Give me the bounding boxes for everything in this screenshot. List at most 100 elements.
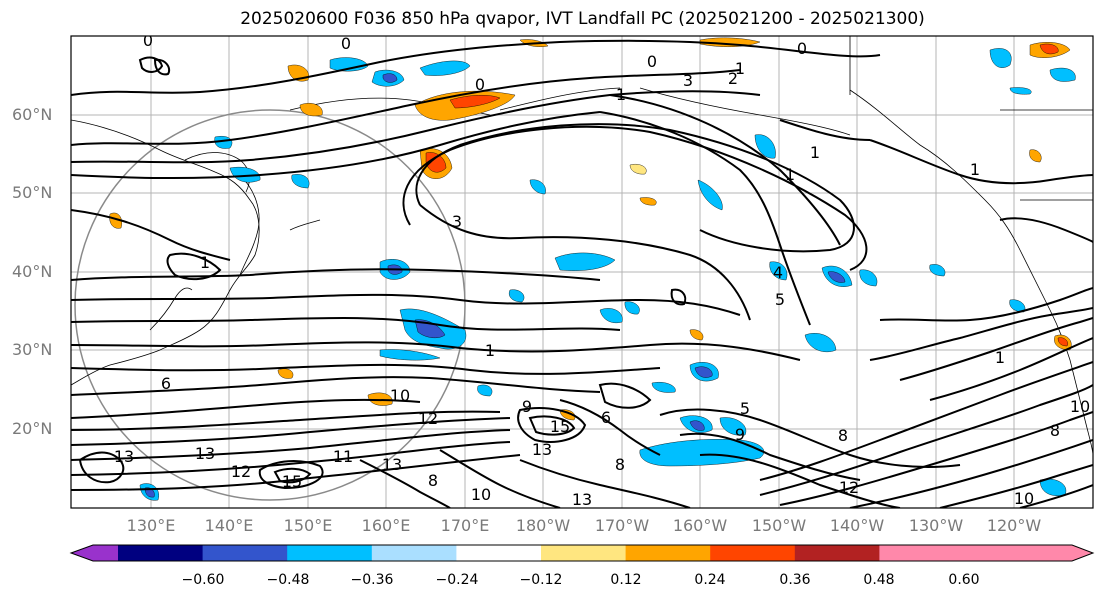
patch-neg (929, 264, 946, 277)
contour-label: 10 (471, 485, 491, 504)
contour-label: 0 (475, 75, 485, 94)
contour-label: 1 (485, 341, 495, 360)
ivt-contours (71, 39, 1093, 508)
patch-pos (1057, 337, 1068, 347)
contour-label: 1 (970, 160, 980, 179)
patch-neg (379, 349, 441, 361)
colorbar-tick: −0.60 (181, 572, 225, 588)
lat-label: 60°N (12, 105, 53, 124)
contour-label: 3 (683, 71, 693, 90)
contour-label: 8 (615, 455, 625, 474)
patch-pos (277, 368, 294, 379)
colorbar-segment (202, 545, 288, 561)
patch-neg (419, 60, 471, 76)
contour-label: 10 (1014, 489, 1034, 508)
colorbar-tick: 0.60 (948, 572, 980, 588)
contour-label: 0 (797, 39, 807, 58)
patch-neg (859, 269, 878, 287)
colorbar-segment (541, 545, 627, 561)
patch-neg (697, 179, 723, 211)
lon-label: 120°W (986, 516, 1042, 535)
patch-neg (477, 384, 493, 397)
lat-label: 50°N (12, 183, 53, 202)
patch-neg (639, 439, 765, 467)
patch-neg (291, 174, 310, 189)
colorbar-tick: 0.48 (863, 572, 895, 588)
contour-label: 10 (390, 386, 410, 405)
contour-label: 12 (231, 462, 251, 481)
contour-label: 1 (735, 59, 745, 78)
contour-label: 2 (728, 69, 738, 88)
colorbar-tick: −0.24 (435, 572, 479, 588)
patch-neg (1049, 67, 1076, 82)
lon-label: 150°W (751, 516, 807, 535)
contour-label: 11 (333, 447, 353, 466)
contour-label: 0 (341, 34, 351, 53)
patch-neg (1009, 87, 1032, 95)
contour-label: 1 (810, 143, 820, 162)
colorbar-segment (456, 545, 542, 561)
patch-neg (554, 252, 616, 271)
patch-neg (1009, 299, 1026, 313)
contour-label: 1 (995, 348, 1005, 367)
patch-neg (624, 301, 640, 315)
contour-label: 3 (452, 212, 462, 231)
contour-label: 6 (161, 374, 171, 393)
range-circle (74, 109, 466, 501)
contour-label: 12 (418, 409, 438, 428)
colorbar-segment (118, 545, 204, 561)
lon-label: 180°W (515, 516, 571, 535)
contour-label: 8 (1050, 421, 1060, 440)
contour-label: 8 (428, 471, 438, 490)
patch-neg (529, 179, 546, 195)
contour-label: 4 (773, 263, 783, 282)
contour-label: 5 (775, 290, 785, 309)
patch-neg (754, 134, 776, 159)
map-frame (70, 35, 1094, 509)
patch-neg (509, 289, 525, 303)
colorbar-tick: −0.36 (350, 572, 394, 588)
patch-pos (425, 152, 447, 173)
colorbar-tick: 0.36 (779, 572, 811, 588)
contour-labels: 0 0 0 0 0 1 2 3 1 1 1 1 3 5 4 6 1 1 1 10… (114, 31, 1090, 509)
contour-label: 1 (785, 165, 795, 184)
patch-neg (719, 417, 747, 436)
patch-neg (651, 382, 676, 393)
lon-label: 170°W (594, 516, 650, 535)
contour-label: 5 (740, 399, 750, 418)
patch-pos (449, 95, 501, 109)
patch-pos (689, 329, 704, 341)
colorbar-tick: −0.48 (266, 572, 310, 588)
colorbar-tick: −0.12 (519, 572, 563, 588)
lon-label: 160°W (672, 516, 728, 535)
patch-neg (329, 57, 369, 72)
colorbar-extend-min (71, 545, 118, 561)
patch-neg (827, 271, 846, 283)
contour-label: 9 (522, 397, 532, 416)
lon-label: 140°E (204, 516, 254, 535)
colorbar-segment (794, 545, 880, 561)
patch-pos (629, 164, 647, 175)
contour-label: 13 (114, 447, 134, 466)
patch-pos (1029, 149, 1042, 163)
patch-neg (414, 319, 446, 339)
patch-neg (689, 420, 705, 431)
contour-label: 13 (572, 490, 592, 509)
patch-neg (599, 308, 623, 323)
patch-pos (1039, 43, 1059, 55)
lat-label: 30°N (12, 340, 53, 359)
lon-label: 170°E (440, 516, 490, 535)
contour-label: 0 (143, 31, 153, 50)
contour-label: 1 (200, 253, 210, 272)
contour-label: 15 (550, 417, 570, 436)
contour-label: 12 (839, 478, 859, 497)
colorbar-tick: 0.24 (694, 572, 726, 588)
contour-label: 13 (195, 444, 215, 463)
colorbar-segment (710, 545, 796, 561)
colorbar-extend-max (879, 545, 1093, 561)
contour-label: 10 (1070, 397, 1090, 416)
contour-label: 1 (616, 85, 626, 104)
map-title: 2025020600 F036 850 hPa qvapor, IVT Land… (240, 9, 925, 29)
